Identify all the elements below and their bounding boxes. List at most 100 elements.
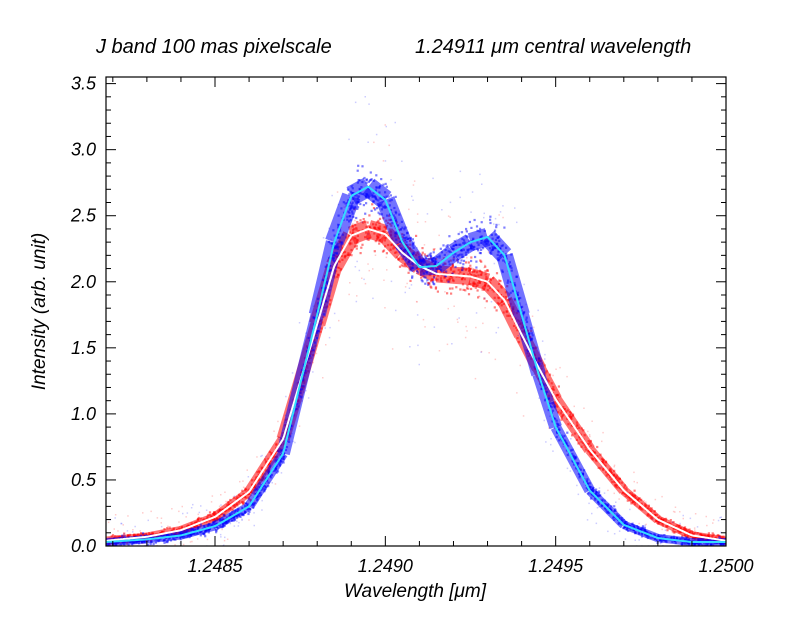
data-point: [519, 364, 521, 367]
data-point: [134, 525, 136, 528]
data-point: [495, 272, 499, 275]
data-point: [246, 469, 248, 471]
data-point: [459, 261, 462, 265]
data-point: [598, 490, 601, 493]
data-point: [464, 336, 467, 339]
data-point: [401, 160, 403, 162]
data-point: [206, 538, 209, 541]
data-point: [370, 209, 373, 212]
data-point: [474, 286, 477, 289]
data-point: [706, 524, 708, 527]
y-tick-label: 3.0: [71, 140, 96, 160]
data-point: [548, 427, 550, 429]
data-point: [480, 248, 483, 251]
data-point: [368, 269, 370, 272]
data-point: [248, 510, 251, 513]
data-point: [495, 309, 498, 312]
data-point: [427, 254, 430, 257]
data-point: [200, 505, 202, 507]
data-point: [271, 482, 273, 484]
data-point: [377, 219, 380, 222]
data-point: [427, 283, 430, 286]
data-point: [421, 247, 424, 250]
data-point: [190, 507, 193, 509]
data-point: [199, 523, 203, 526]
data-point: [591, 420, 593, 422]
data-point: [454, 265, 457, 269]
data-point: [331, 194, 333, 197]
data-point: [370, 178, 373, 181]
data-point: [433, 326, 436, 328]
data-point: [167, 525, 169, 528]
data-point: [380, 178, 383, 181]
data-point: [398, 265, 402, 268]
data-point: [433, 276, 436, 279]
data-point: [583, 407, 585, 409]
data-point: [720, 531, 722, 534]
data-point: [589, 435, 591, 438]
data-point: [689, 517, 692, 520]
data-point: [367, 233, 369, 235]
data-point: [557, 385, 560, 388]
data-point: [436, 290, 439, 293]
data-point: [357, 206, 360, 209]
data-point: [204, 535, 207, 538]
data-point: [359, 219, 362, 222]
data-point: [160, 522, 162, 524]
data-point: [470, 211, 472, 213]
data-point: [489, 215, 492, 218]
data-point: [633, 480, 635, 483]
data-point: [416, 221, 419, 223]
data-point: [654, 498, 657, 501]
data-point: [470, 287, 473, 291]
data-point: [634, 539, 636, 541]
data-point: [333, 312, 336, 315]
data-point: [241, 518, 243, 520]
data-point: [375, 174, 378, 177]
data-point: [484, 265, 487, 268]
data-point: [437, 278, 439, 281]
data-point: [132, 529, 134, 531]
data-point: [679, 522, 681, 525]
data-point: [409, 279, 412, 282]
data-point: [470, 267, 473, 270]
data-point: [465, 227, 468, 231]
x-tick-label: 1.2500: [698, 556, 753, 576]
data-point: [367, 180, 370, 183]
data-point: [307, 397, 310, 399]
data-point: [117, 530, 119, 532]
data-point: [338, 319, 340, 322]
data-point: [618, 530, 621, 532]
data-point: [711, 532, 714, 535]
data-point: [423, 244, 426, 246]
data-point: [355, 216, 358, 220]
data-point: [423, 276, 426, 279]
data-point: [423, 253, 426, 256]
chart-title-left: J band 100 mas pixelscale: [96, 36, 332, 58]
data-point: [127, 515, 129, 517]
data-point: [142, 532, 145, 535]
data-point: [114, 517, 116, 519]
data-point: [408, 287, 411, 289]
data-point: [280, 472, 283, 474]
data-point: [629, 508, 631, 511]
data-point: [438, 234, 440, 237]
data-point: [659, 542, 662, 545]
data-point: [475, 266, 478, 269]
data-point: [493, 306, 496, 309]
data-point: [368, 179, 372, 182]
data-point: [390, 280, 393, 283]
data-point: [434, 287, 437, 290]
data-point: [355, 247, 358, 250]
data-point: [233, 525, 236, 527]
data-point: [364, 282, 367, 285]
data-point: [482, 322, 484, 325]
data-point: [480, 351, 482, 353]
data-point: [597, 491, 601, 495]
data-point: [447, 215, 450, 217]
data-point: [420, 276, 423, 279]
data-point: [424, 276, 427, 279]
data-point: [712, 519, 715, 521]
data-point: [478, 295, 480, 297]
data-point: [415, 234, 418, 237]
